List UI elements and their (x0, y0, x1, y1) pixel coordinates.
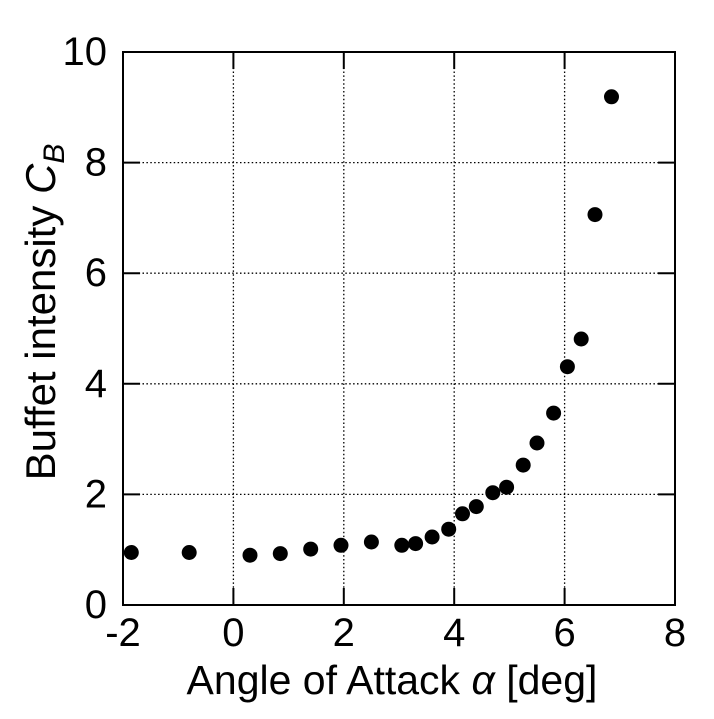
axis-tick-marks (122, 51, 676, 606)
y-tick-label: 2 (85, 472, 107, 516)
data-point (455, 506, 470, 522)
x-tick-label: 6 (553, 611, 575, 655)
data-point (441, 521, 457, 537)
y-axis-title: Buffet intensity CB (17, 144, 71, 481)
x-tick-label: -2 (105, 611, 141, 655)
alpha-symbol: α (471, 657, 496, 703)
data-point (573, 331, 589, 347)
data-point (529, 435, 545, 451)
data-point (242, 547, 258, 563)
data-point (499, 479, 515, 495)
data-point (303, 541, 319, 557)
data-points (123, 89, 619, 563)
cb-symbol: C (17, 163, 64, 194)
plot-border (122, 51, 676, 606)
data-point (424, 529, 440, 545)
x-tick-label: 4 (443, 611, 465, 655)
data-point (333, 537, 349, 553)
x-axis-title-units: [deg] (495, 657, 598, 703)
data-point (559, 359, 575, 375)
y-axis-title-text: Buffet intensity (17, 194, 64, 480)
data-point (604, 89, 619, 105)
x-tick-label: 0 (222, 611, 244, 655)
y-tick-label: 0 (85, 583, 107, 627)
x-axis-title: Angle of Attack α [deg] (187, 657, 598, 703)
data-point (485, 485, 501, 501)
y-tick-label: 8 (85, 141, 107, 185)
data-point (408, 536, 424, 552)
gridlines (123, 52, 675, 605)
data-point (515, 457, 531, 473)
data-point (394, 537, 410, 553)
x-tick-label: 8 (664, 611, 686, 655)
data-point (468, 499, 484, 515)
y-tick-label: 6 (85, 251, 107, 295)
data-point (123, 545, 139, 560)
x-tick-label: 2 (333, 611, 355, 655)
x-axis-tick-labels: -2 0 2 4 6 8 (105, 611, 686, 655)
data-point (272, 546, 288, 562)
y-axis-tick-labels: 0 2 4 6 8 10 (63, 30, 108, 627)
cb-subscript: B (38, 144, 71, 164)
x-axis-title-text: Angle of Attack (187, 657, 472, 703)
y-tick-label: 4 (85, 362, 107, 406)
data-point (587, 207, 603, 223)
data-point (546, 405, 562, 421)
y-tick-label: 10 (63, 30, 108, 74)
data-point (363, 534, 379, 550)
data-point (181, 545, 197, 560)
